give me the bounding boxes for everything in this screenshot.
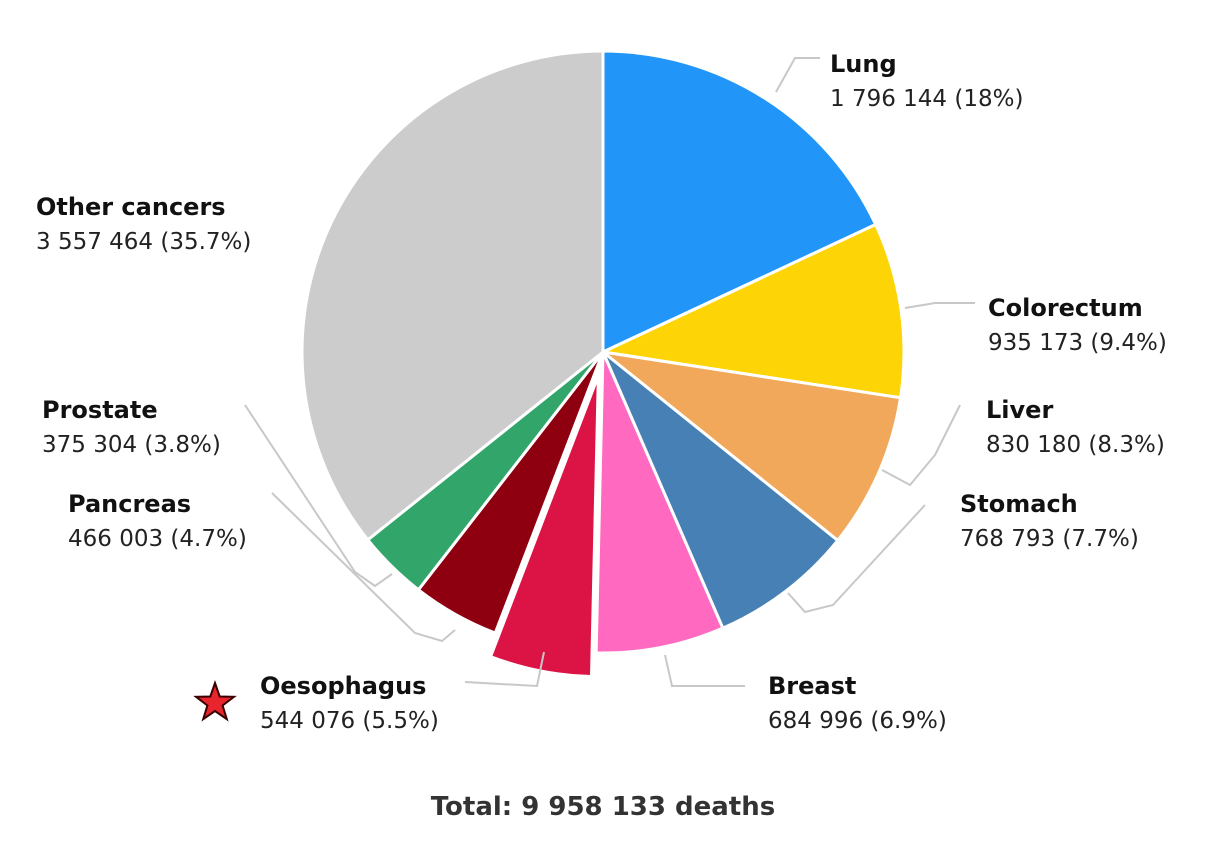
- pie-slices: [300, 49, 906, 679]
- slice-other-cancers: [300, 49, 605, 542]
- value-lung: 1 796 144 (18%): [830, 86, 1023, 112]
- value-colorectum: 935 173 (9.4%): [988, 330, 1167, 356]
- slice-breast: [594, 351, 725, 655]
- value-pancreas: 466 003 (4.7%): [68, 526, 247, 552]
- slice-colorectum: [597, 222, 906, 400]
- label-prostate: Prostate: [42, 396, 158, 424]
- total-label: Total: 9 958 133 deaths: [431, 792, 775, 822]
- slice-liver: [597, 349, 903, 543]
- leader-lung: [775, 57, 820, 93]
- value-prostate: 375 304 (3.8%): [42, 432, 221, 458]
- label-stomach: Stomach: [960, 490, 1078, 518]
- label-pancreas: Pancreas: [68, 490, 191, 518]
- label-colorectum: Colorectum: [988, 294, 1143, 322]
- leader-stomach: [787, 504, 926, 614]
- leader-pancreas: [271, 492, 456, 643]
- leader-liver: [881, 404, 961, 487]
- slice-labels: Lung 1 796 144 (18%) Colorectum 935 173 (9.…: [36, 50, 1167, 734]
- value-oesophagus: 544 076 (5.5%): [260, 708, 439, 734]
- leader-breast: [664, 654, 745, 687]
- label-oesophagus: Oesophagus: [260, 672, 426, 700]
- value-breast: 684 996 (6.9%): [768, 708, 947, 734]
- label-breast: Breast: [768, 672, 856, 700]
- leader-lines: [244, 57, 975, 688]
- star-icon: [193, 679, 237, 722]
- leader-colorectum: [904, 302, 975, 309]
- value-liver: 830 180 (8.3%): [986, 432, 1165, 458]
- label-lung: Lung: [830, 50, 897, 78]
- leader-prostate: [244, 404, 393, 588]
- label-liver: Liver: [986, 396, 1053, 424]
- value-other-cancers: 3 557 464 (35.7%): [36, 229, 251, 255]
- slice-lung: [601, 49, 878, 355]
- slice-stomach: [601, 350, 840, 631]
- value-stomach: 768 793 (7.7%): [960, 526, 1139, 552]
- label-other-cancers: Other cancers: [36, 193, 226, 221]
- leader-oesophagus: [464, 651, 545, 688]
